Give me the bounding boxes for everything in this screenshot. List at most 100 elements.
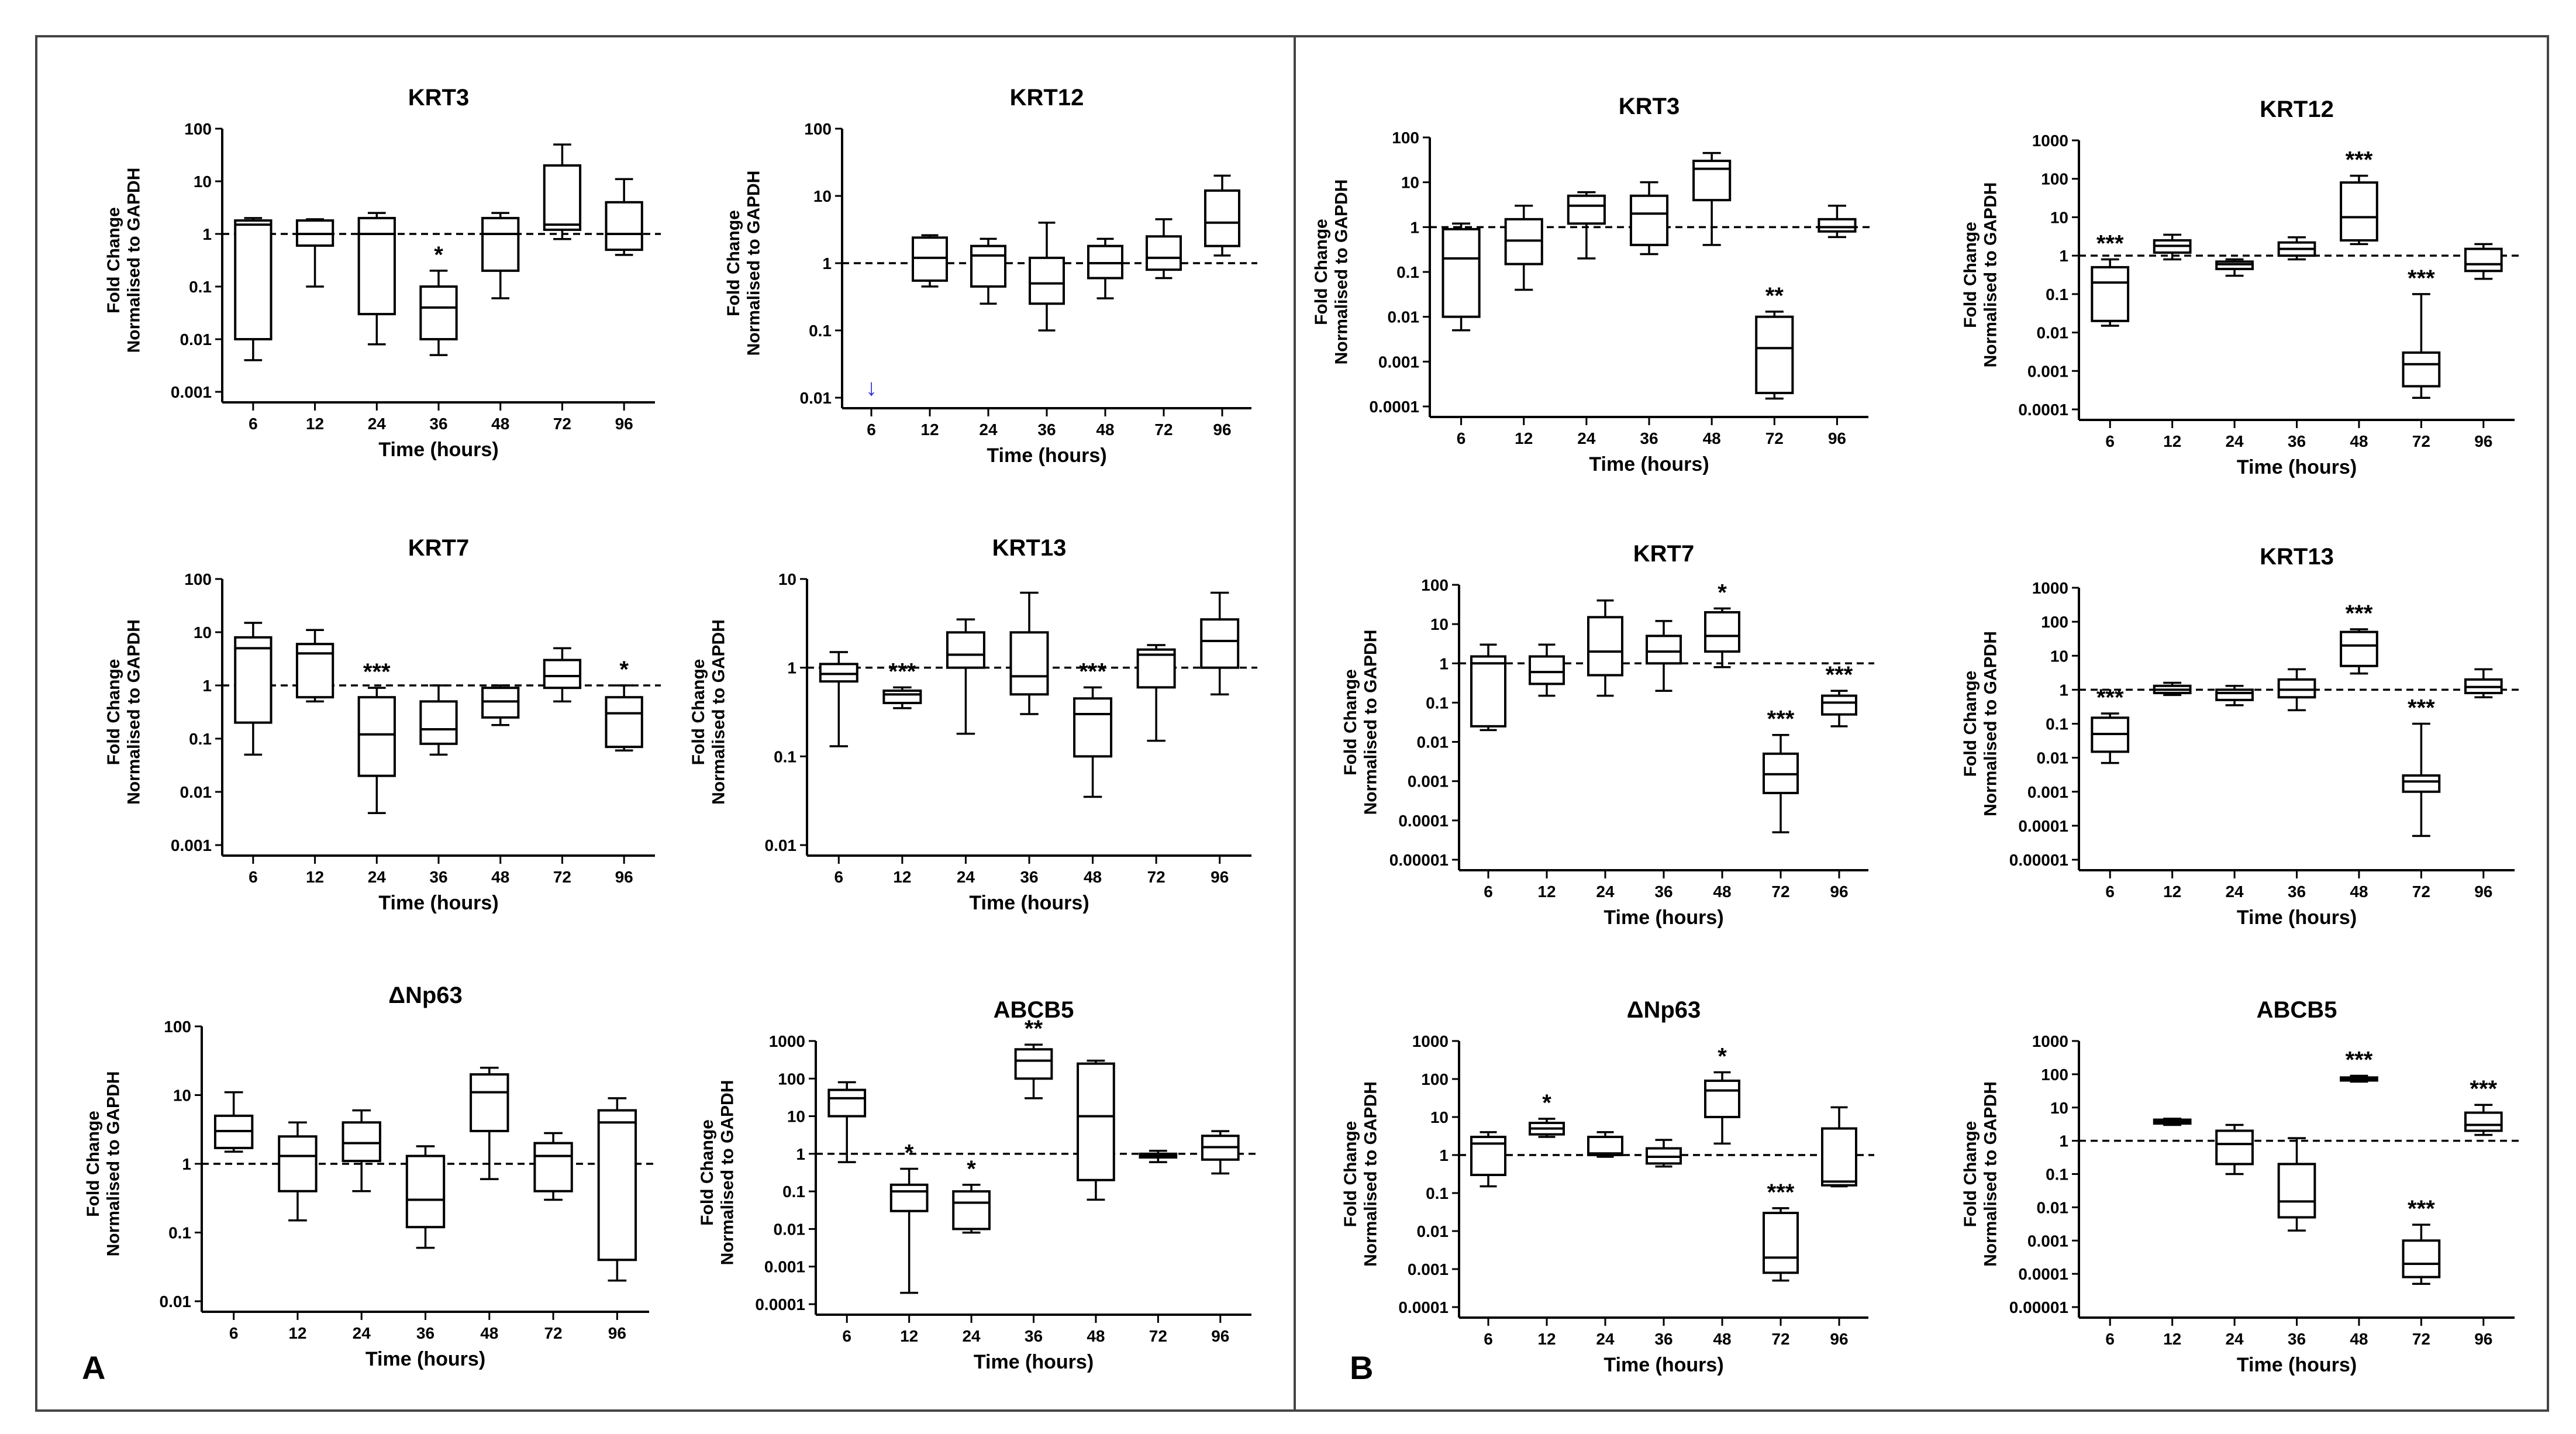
box-6 (1442, 222, 1481, 332)
significance-label: ** (1025, 1016, 1043, 1042)
box-96 (1821, 690, 1857, 728)
y-axis-label-line: Fold Change (1961, 222, 1980, 328)
box-36 (1014, 1043, 1053, 1099)
box-6 (1470, 643, 1506, 732)
x-tick-label: 6 (2105, 1330, 2115, 1348)
significance-label: *** (1767, 706, 1795, 732)
x-tick-label: 96 (615, 415, 633, 433)
box-48 (1692, 151, 1732, 246)
box-body (1692, 160, 1732, 202)
x-tick-label: 72 (553, 868, 571, 886)
y-tick-label: 0.0001 (2018, 1265, 2068, 1283)
y-axis-label-line: Fold Change (724, 210, 743, 316)
box-24 (342, 1109, 381, 1192)
y-tick-label: 0.1 (782, 1183, 805, 1201)
box-body (278, 1135, 318, 1192)
box-body (481, 216, 520, 272)
significance-label: *** (2096, 685, 2124, 711)
y-axis-label-line: Normalised to GAPDH (1981, 182, 2001, 368)
x-tick-label: 6 (1484, 1330, 1493, 1348)
box-body (912, 236, 948, 282)
x-tick-label: 48 (1084, 868, 1102, 886)
x-tick-label: 12 (2163, 432, 2181, 450)
y-tick-label: 10 (2050, 208, 2068, 226)
y-axis-label-line: Normalised to GAPDH (744, 171, 764, 356)
box-36 (1009, 591, 1049, 715)
y-tick-label: 0.001 (2027, 1232, 2068, 1250)
panel-b-frame (1294, 35, 2549, 1412)
box-36 (1646, 1139, 1682, 1168)
x-tick-label: 6 (2105, 883, 2115, 901)
box-12 (1504, 205, 1543, 291)
box-body (1146, 235, 1182, 271)
box-body (2277, 1163, 2316, 1219)
y-tick-label: 0.1 (2046, 1166, 2068, 1184)
x-tick-label: 6 (1484, 883, 1493, 901)
y-axis-label-line: Normalised to GAPDH (125, 619, 144, 805)
box-72 (543, 647, 582, 703)
box-24 (946, 618, 985, 735)
x-tick-label: 12 (1515, 429, 1533, 447)
y-axis-label-line: Normalised to GAPDH (125, 168, 144, 353)
box-body (295, 643, 334, 699)
y-tick-label: 0.001 (171, 836, 212, 854)
y-tick-label: 0.01 (1388, 308, 1420, 326)
x-tick-label: 36 (1037, 420, 1056, 439)
box-48 (470, 1066, 509, 1180)
y-axis-label: Fold ChangeNormalised to GAPDH (1961, 182, 2001, 368)
y-tick-label: 100 (1421, 1070, 1449, 1088)
box-36 (1629, 181, 1669, 256)
box-24 (970, 237, 1006, 305)
x-tick-label: 48 (2350, 432, 2368, 450)
y-axis-label-line: Fold Change (1341, 1121, 1360, 1228)
box-body (470, 1073, 509, 1132)
x-tick-label: 12 (306, 415, 324, 433)
box-body (2402, 1239, 2441, 1278)
y-axis-label: Fold ChangeNormalised to GAPDH (1961, 631, 2001, 816)
x-axis-label: Time (hours) (969, 892, 1089, 914)
x-tick-label: 48 (2350, 883, 2368, 901)
y-tick-label: 100 (184, 120, 212, 138)
y-axis-label-line: Fold Change (689, 659, 708, 766)
box-body (1470, 655, 1506, 728)
box-body (605, 696, 643, 749)
y-tick-label: 1 (2059, 681, 2068, 699)
x-tick-label: 96 (615, 868, 633, 886)
box-24 (2215, 1123, 2254, 1176)
box-24 (1587, 1131, 1623, 1158)
chart-title: KRT7 (1633, 541, 1694, 567)
box-body (1442, 227, 1481, 318)
box-body (1077, 1062, 1115, 1181)
y-axis-label-line: Fold Change (1961, 1121, 1980, 1228)
x-tick-label: 24 (368, 415, 387, 433)
box-48 (2340, 1074, 2378, 1083)
y-tick-label: 100 (804, 120, 832, 138)
y-tick-label: 0.001 (1408, 773, 1449, 791)
box-body (1646, 635, 1682, 665)
x-tick-label: 36 (1640, 429, 1658, 447)
y-tick-label: 0.00001 (1389, 851, 1449, 869)
significance-label: *** (2470, 1076, 2497, 1102)
x-tick-label: 36 (2288, 883, 2306, 901)
box-72 (2402, 293, 2441, 399)
y-tick-label: 0.1 (809, 322, 832, 340)
chart-b-krt3: KRT3 0.0001 0.001 0.01 0.1 1 10 100 6 12 24 36 48 72 9… (1312, 94, 1874, 475)
box-body (1204, 189, 1240, 247)
x-tick-label: 72 (2412, 1330, 2430, 1348)
box-12 (882, 686, 922, 709)
y-tick-label: 0.01 (180, 783, 212, 801)
box-body (1587, 616, 1623, 677)
chart-title: KRT3 (408, 85, 469, 111)
box-body (1529, 655, 1565, 685)
x-axis-label: Time (hours) (2237, 456, 2357, 478)
box-body (1704, 611, 1740, 653)
box-6 (213, 1091, 254, 1153)
box-96 (1818, 205, 1857, 239)
chart-a-krt13: KRT13 0.01 0.1 1 10 6 12 24 36 48 72 96 Time (hours)… (689, 535, 1257, 914)
y-tick-label: 0.0001 (2018, 401, 2068, 419)
y-tick-label: 1000 (2032, 579, 2068, 597)
x-tick-label: 12 (893, 868, 911, 886)
box-body (946, 631, 985, 669)
x-tick-label: 36 (1020, 868, 1038, 886)
